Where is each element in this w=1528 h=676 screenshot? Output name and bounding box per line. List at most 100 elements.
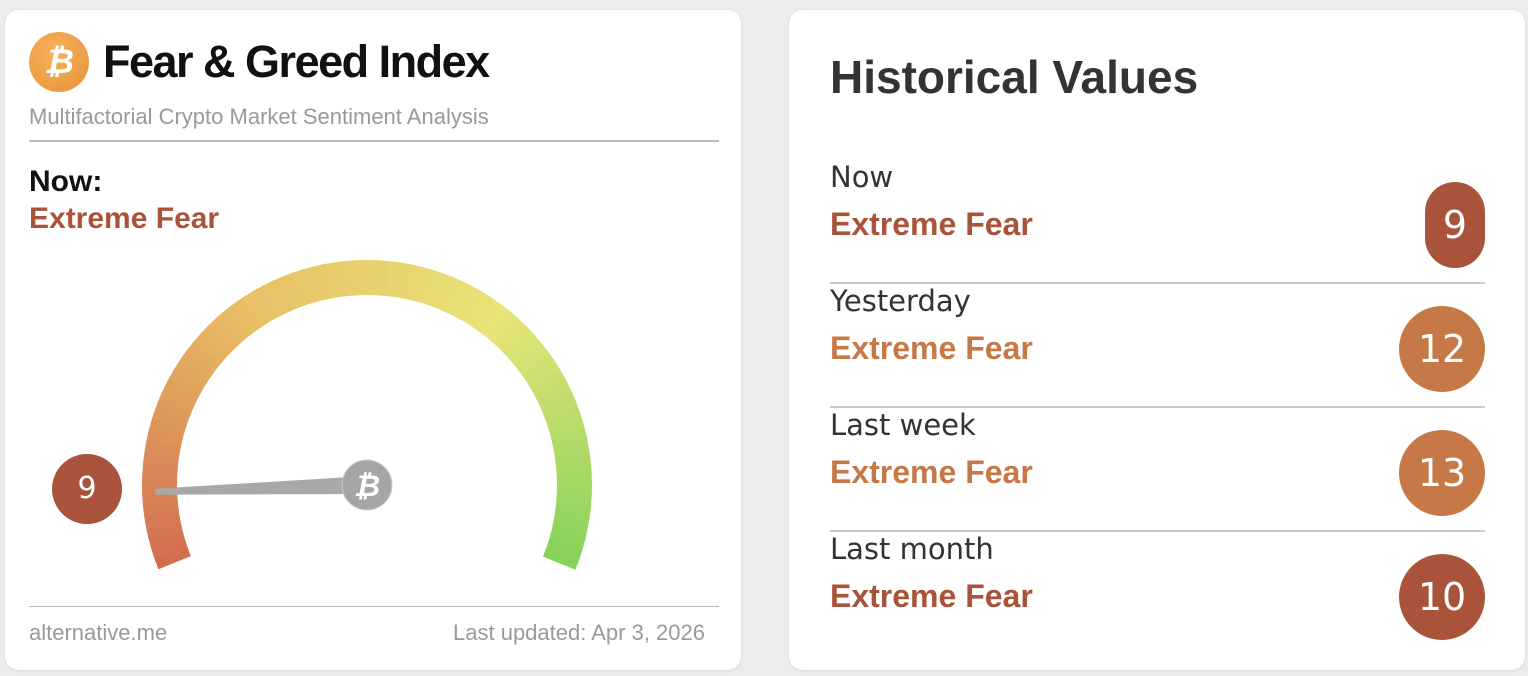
source-link[interactable]: alternative.me xyxy=(29,620,168,645)
gauge-arc-segment xyxy=(142,492,178,506)
gauge-arc-segment xyxy=(312,264,331,301)
history-classification: Extreme Fear xyxy=(830,578,1033,614)
gauge-arc-segment xyxy=(180,349,216,379)
gauge-arc-segment xyxy=(242,291,271,327)
gauge-arc-segment xyxy=(291,269,313,307)
gauge-arc-segment xyxy=(447,281,474,318)
gauge-arc-segment xyxy=(542,397,579,421)
gauge-arc-segment xyxy=(556,492,592,506)
historical-title: Historical Values xyxy=(830,51,1199,103)
gauge-arc-segment xyxy=(487,310,518,345)
gauge-arc-segment xyxy=(376,260,390,296)
gauge-arc-segment xyxy=(394,262,412,299)
gauge-arc-segment xyxy=(548,418,586,439)
gauge-arc-segment xyxy=(142,501,179,517)
gauge-arc-segment xyxy=(193,332,228,364)
card-title: Fear & Greed Index xyxy=(103,36,490,87)
gauge-arc-segment xyxy=(174,358,210,387)
gauge-arc-segment xyxy=(356,260,368,296)
gauge-arc-segment xyxy=(513,341,548,372)
gauge-arc-segment xyxy=(500,325,534,358)
gauge-arc-segment xyxy=(524,359,560,387)
gauge-arc-segment xyxy=(549,529,586,550)
history-classification: Extreme Fear xyxy=(830,206,1033,242)
gauge-arc-segment xyxy=(150,538,188,559)
gauge-arc-segment xyxy=(555,502,592,517)
gauge-arc-segment xyxy=(553,511,590,528)
gauge-arc-segment xyxy=(464,291,492,328)
gauge-arc-segment xyxy=(186,341,221,372)
gauge-arc-segment xyxy=(142,460,179,475)
gauge-arc-segment xyxy=(479,303,510,339)
gauge-arc-segment xyxy=(385,261,401,298)
now-label: Now: xyxy=(29,165,103,198)
gauge-arc-segment xyxy=(334,261,349,298)
gauge-arc-segment xyxy=(148,529,185,549)
history-period: Now xyxy=(830,160,894,194)
gauge-arc-segment xyxy=(556,472,592,485)
card-subtitle: Multifactorial Crypto Market Sentiment A… xyxy=(29,104,489,129)
divider xyxy=(830,406,1485,408)
gauge-arc-segment xyxy=(421,269,443,307)
history-classification: Extreme Fear xyxy=(830,330,1033,366)
gauge-arc-segment xyxy=(430,273,454,310)
history-row: Yesterday Extreme Fear 12 xyxy=(830,284,1485,408)
divider xyxy=(29,606,719,607)
gauge-arc-segment xyxy=(144,439,181,456)
history-period: Last month xyxy=(830,532,994,566)
gauge-arc-segment xyxy=(200,324,234,357)
gauge-arc-segment xyxy=(551,520,589,539)
gauge-arc-segment xyxy=(412,266,433,304)
history-row: Now Extreme Fear 9 xyxy=(830,160,1485,284)
historical-values-card: Historical Values Now Extreme Fear 9 Yes… xyxy=(789,10,1525,670)
gauge-arc-segment xyxy=(216,310,248,344)
history-row: Last week Extreme Fear 13 xyxy=(830,408,1485,532)
gauge-arc-segment xyxy=(301,266,322,304)
gauge-value-badge: 9 xyxy=(52,454,122,524)
gauge-arc-segment xyxy=(154,547,191,570)
gauge-arc-segment xyxy=(142,471,178,484)
gauge-arc-segment xyxy=(145,520,183,538)
gauge-arc-segment xyxy=(261,281,287,318)
gauge-arc-segment xyxy=(534,377,571,404)
divider xyxy=(29,140,719,142)
gauge-arc-segment xyxy=(367,260,379,296)
divider xyxy=(830,530,1485,532)
gauge-arc-segment xyxy=(345,260,359,296)
gauge-arc-segment xyxy=(556,483,592,495)
gauge-arc-segment xyxy=(439,276,464,314)
bitcoin-icon: ₿ xyxy=(354,469,380,504)
history-value-badge: 10 xyxy=(1399,554,1485,640)
gauge-arc-segment xyxy=(281,272,304,310)
gauge-arc-segment xyxy=(159,387,196,412)
divider xyxy=(830,282,1485,284)
gauge-arc-segment xyxy=(251,286,279,322)
gauge-arc-segment xyxy=(164,377,201,403)
needle-hub xyxy=(341,459,393,511)
gauge-arc-segment xyxy=(403,264,422,301)
history-value-badge: 12 xyxy=(1399,306,1485,392)
gauge-arc-segment xyxy=(143,450,180,466)
history-period: Yesterday xyxy=(830,284,971,318)
gauge-arc-segment xyxy=(152,407,189,429)
gauge-arc-segment xyxy=(233,297,263,333)
gauge-arc-segment xyxy=(554,450,591,466)
gauge-arc-segment xyxy=(538,387,575,412)
gauge-arc-segment xyxy=(519,350,554,380)
history-value-badge: 13 xyxy=(1399,430,1485,516)
gauge-arc-segment xyxy=(472,297,501,333)
gauge-arc-segment xyxy=(555,461,592,475)
gauge-arc-segment xyxy=(208,317,241,351)
gauge-arc-segment xyxy=(169,367,205,395)
gauge-arc-segment xyxy=(542,547,580,570)
gauge-arc-segment xyxy=(456,286,483,323)
gauge-arc-segment xyxy=(494,317,526,351)
last-updated: Last updated: Apr 3, 2026 xyxy=(453,620,705,645)
history-row: Last month Extreme Fear 10 xyxy=(830,532,1485,656)
gauge-arc-segment xyxy=(551,429,588,448)
history-value-badge: 9 xyxy=(1425,182,1485,268)
fear-greed-card: ₿ Fear & Greed Index Multifactorial Cryp… xyxy=(5,10,741,670)
gauge-needle xyxy=(155,476,368,495)
history-classification: Extreme Fear xyxy=(830,454,1033,490)
gauge-arc-segment xyxy=(271,276,296,314)
